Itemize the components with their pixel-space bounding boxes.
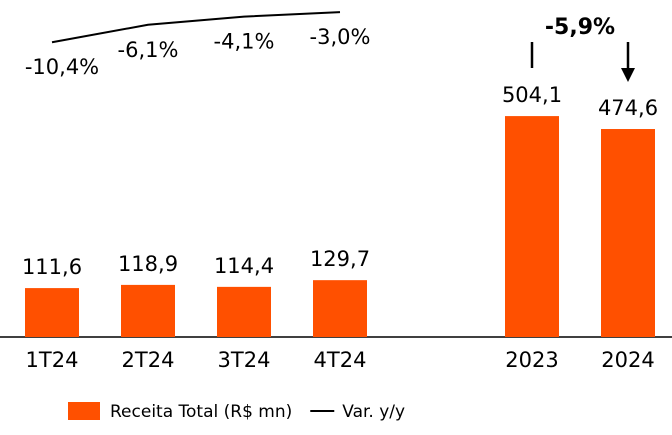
bar <box>121 284 175 337</box>
bar <box>217 286 271 337</box>
bar <box>601 129 655 337</box>
x-tick-label: 3T24 <box>218 348 271 372</box>
legend-label: Receita Total (R$ mn) <box>110 402 292 422</box>
x-tick-label: 2023 <box>505 348 558 372</box>
line-label: -10,4% <box>25 55 99 79</box>
x-tick-label: 4T24 <box>314 348 367 372</box>
x-tick-label: 2T24 <box>122 348 175 372</box>
line-label: -6,1% <box>118 38 179 62</box>
value-label: 504,1 <box>502 83 562 107</box>
line-label: -3,0% <box>310 25 371 49</box>
value-label: 114,4 <box>214 254 274 278</box>
line-label: -4,1% <box>214 30 275 54</box>
value-label: 129,7 <box>310 247 370 271</box>
x-tick-label: 1T24 <box>26 348 79 372</box>
bar <box>313 280 367 337</box>
value-label: 474,6 <box>598 96 658 120</box>
bar <box>25 288 79 337</box>
annotation: -5,9% <box>545 15 615 40</box>
legend-label: Var. y/y <box>342 402 405 422</box>
x-tick-label: 2024 <box>601 348 654 372</box>
value-label: 118,9 <box>118 252 178 276</box>
bar <box>505 116 559 337</box>
line <box>51 11 341 44</box>
legend-swatch <box>68 402 100 420</box>
value-label: 111,6 <box>22 255 82 279</box>
arrow-head <box>621 68 635 82</box>
